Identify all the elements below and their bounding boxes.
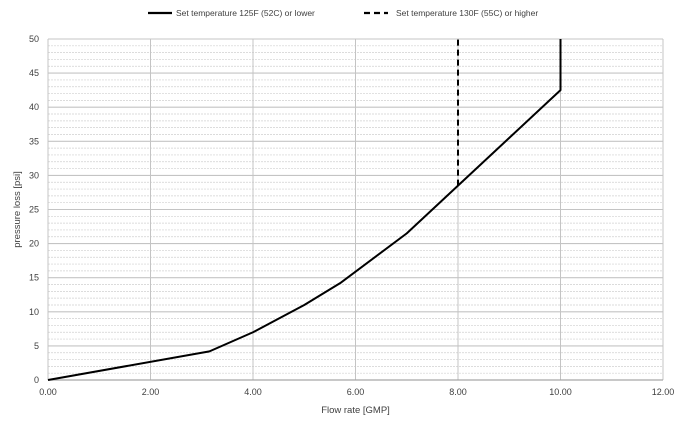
y-tick-label: 50 <box>29 34 39 44</box>
legend-label-solid: Set temperature 125F (52C) or lower <box>176 8 315 18</box>
y-tick-label: 30 <box>29 170 39 180</box>
y-axis-title: pressure loss [psi] <box>12 171 23 248</box>
x-tick-label: 8.00 <box>449 387 467 397</box>
legend: Set temperature 125F (52C) or lower Set … <box>148 8 538 18</box>
x-tick-label: 4.00 <box>244 387 262 397</box>
series-line-solid <box>47 39 562 381</box>
y-tick-label: 15 <box>29 273 39 283</box>
y-tick-label: 40 <box>29 102 39 112</box>
x-tick-label: 2.00 <box>142 387 160 397</box>
y-tick-label: 35 <box>29 136 39 146</box>
y-tick-label: 20 <box>29 239 39 249</box>
axis-tick-labels: 0.00 2.00 4.00 6.00 8.00 10.00 12.00 0 5 10 15 20 25… <box>29 34 674 397</box>
y-tick-label: 0 <box>34 375 39 385</box>
x-tick-label: 6.00 <box>347 387 365 397</box>
x-axis-title: Flow rate [GMP] <box>321 405 390 416</box>
y-tick-label: 10 <box>29 307 39 317</box>
y-tick-label: 45 <box>29 68 39 78</box>
x-tick-label: 12.00 <box>652 387 675 397</box>
x-tick-label: 0.00 <box>39 387 57 397</box>
major-gridlines <box>47 38 664 381</box>
y-tick-label: 25 <box>29 205 39 215</box>
x-tick-label: 10.00 <box>549 387 572 397</box>
y-tick-label: 5 <box>34 341 39 351</box>
data-series <box>47 39 562 381</box>
legend-label-dashed: Set temperature 130F (55C) or higher <box>396 8 538 18</box>
